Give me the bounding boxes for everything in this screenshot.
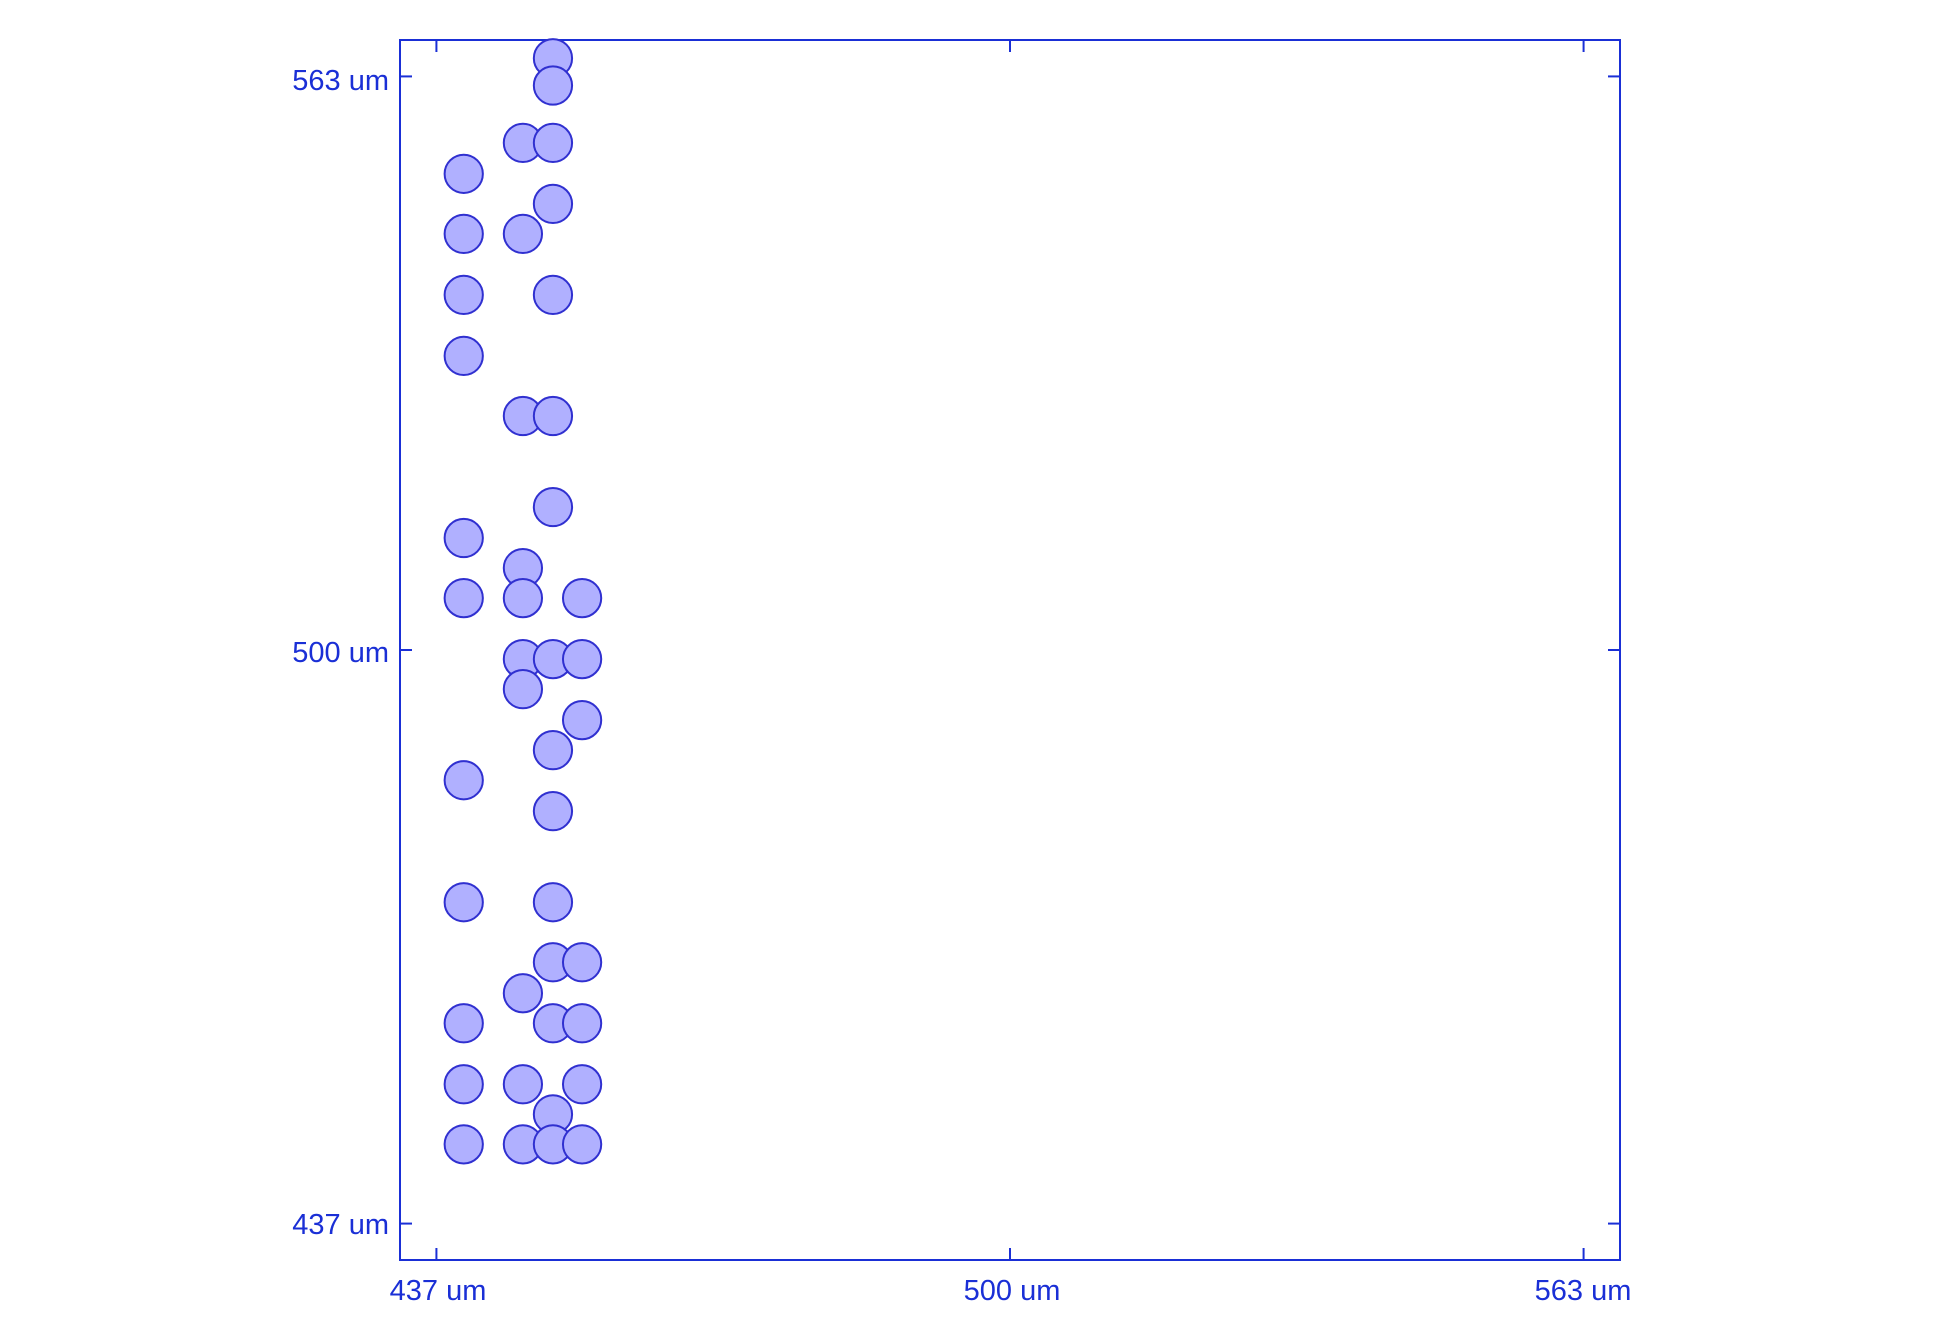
- x-tick-label-1: 500 um: [964, 1275, 1061, 1307]
- scatter-point: [502, 213, 544, 255]
- scatter-point: [443, 153, 484, 194]
- scatter-point: [443, 577, 484, 619]
- scatter-point: [561, 1064, 603, 1105]
- scatter-point: [532, 791, 574, 832]
- scatter-point: [561, 942, 603, 983]
- y-tick-label-2: 563 um: [292, 65, 389, 97]
- scatter-point: [502, 669, 544, 710]
- scatter-point: [443, 335, 484, 377]
- scatter-point: [532, 65, 574, 106]
- scatter-point: [561, 1003, 603, 1044]
- scatter-point: [561, 638, 603, 680]
- scatter-point: [561, 1124, 603, 1165]
- scatter-point: [443, 760, 484, 801]
- scatter-point: [443, 1124, 484, 1165]
- scatter-point: [443, 517, 484, 559]
- scatter-point: [532, 122, 574, 164]
- x-tick-label-2: 563 um: [1535, 1275, 1632, 1307]
- scatter-point: [532, 486, 574, 528]
- scatter-point: [443, 1003, 484, 1044]
- x-tick-label-0: 437 um: [390, 1275, 487, 1307]
- y-tick-label-0: 437 um: [292, 1209, 389, 1241]
- scatter-point: [443, 213, 484, 255]
- scatter-point: [532, 395, 574, 437]
- scatter-point: [561, 577, 603, 619]
- y-tick-label-1: 500 um: [292, 637, 389, 669]
- scatter-point: [561, 699, 603, 741]
- scatter-point: [443, 274, 484, 316]
- scatter-point: [502, 577, 544, 619]
- scatter-point: [502, 1064, 544, 1105]
- scatter-point: [502, 973, 544, 1014]
- scatter-points: [443, 38, 603, 1165]
- scatter-point: [532, 274, 574, 316]
- scatter-point: [532, 882, 574, 923]
- scatter-point: [443, 882, 484, 923]
- scatter-point: [443, 1064, 484, 1105]
- scatter-point: [532, 730, 574, 771]
- axis-ticks: [400, 40, 1620, 1260]
- scatter-point: [532, 183, 574, 225]
